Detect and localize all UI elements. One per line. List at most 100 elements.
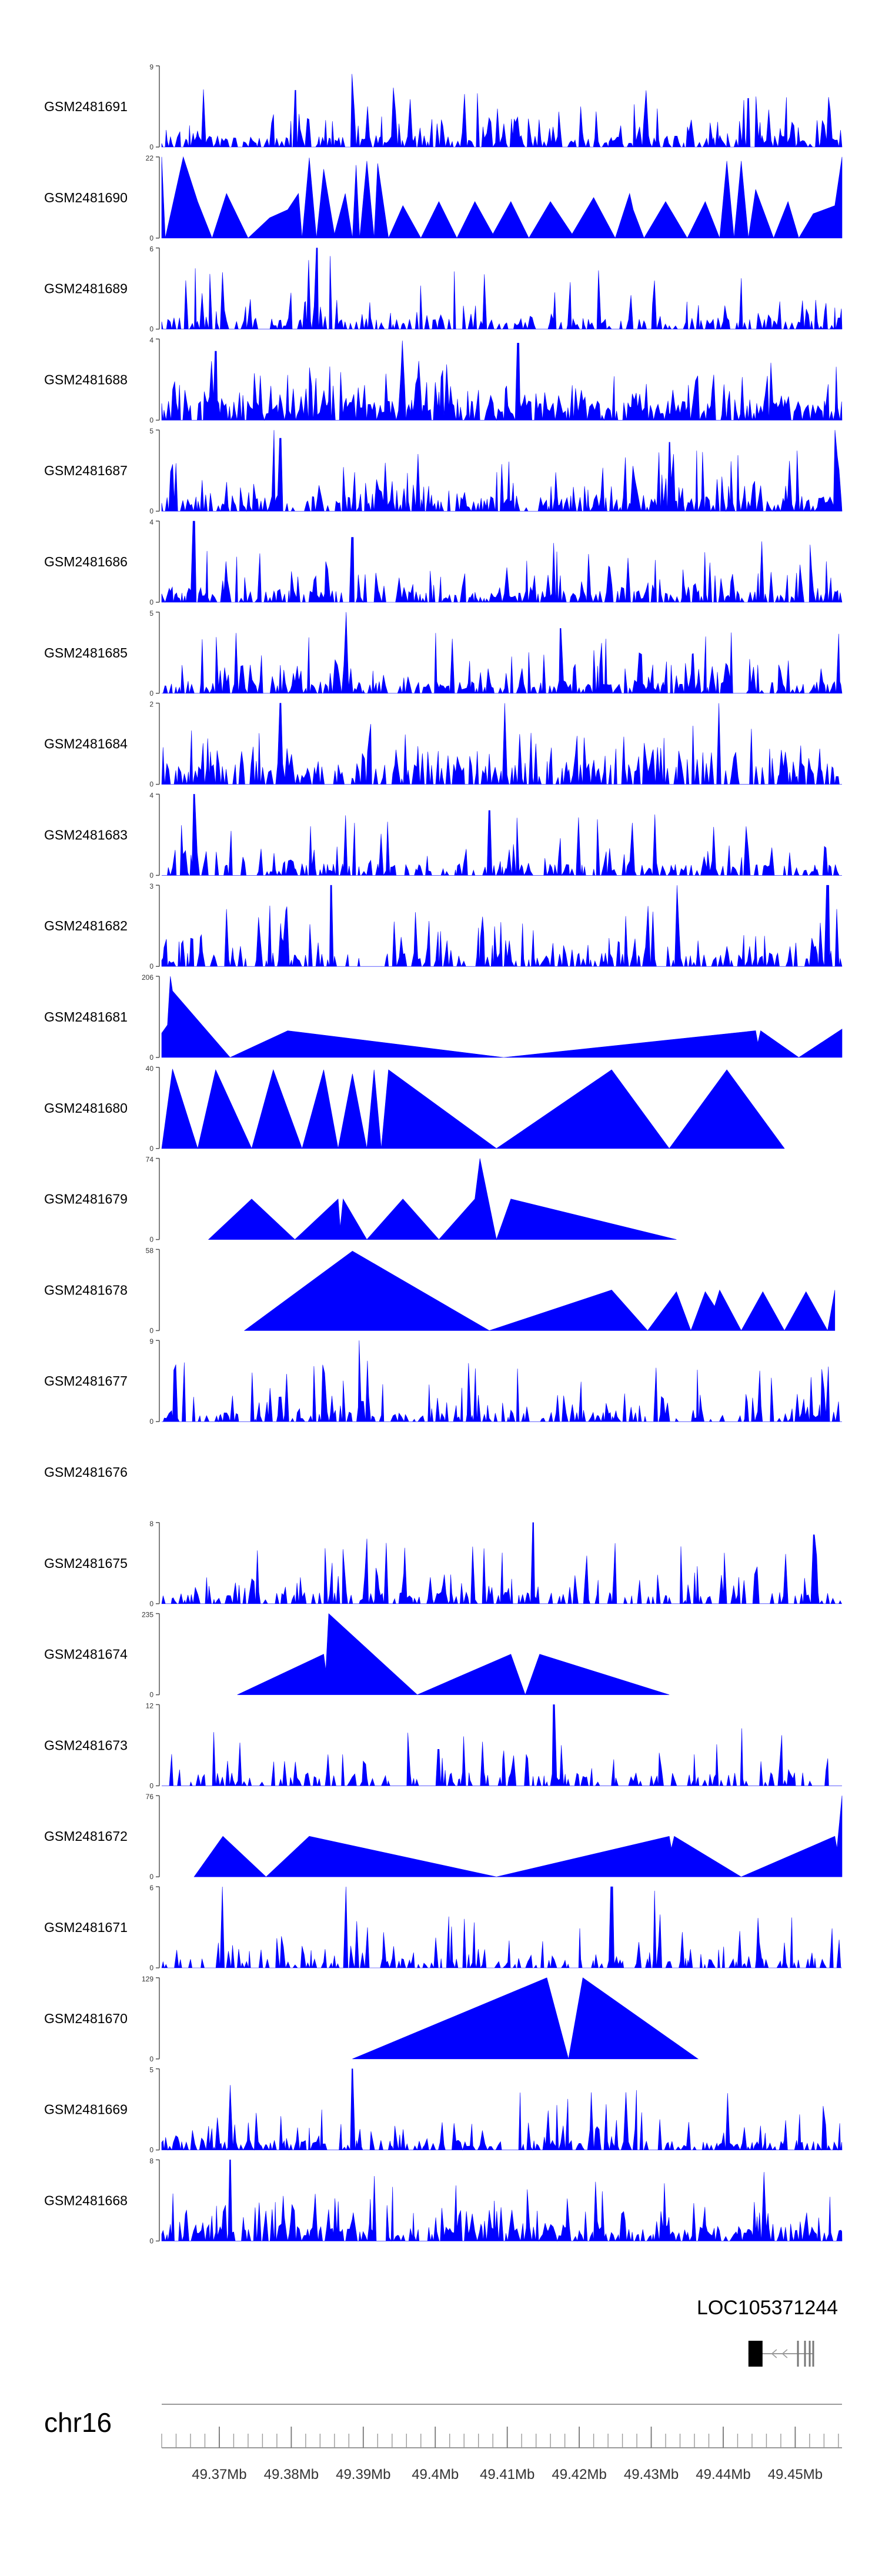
y-max-label: 58 — [146, 1246, 154, 1254]
track-label: GSM2481678 — [44, 1282, 128, 1297]
track-label: GSM2481669 — [44, 2102, 128, 2117]
y-min-label: 0 — [149, 1326, 153, 1334]
track-label: GSM2481675 — [44, 1556, 128, 1571]
y-max-label: 4 — [149, 336, 153, 344]
x-tick-label: 49.39Mb — [336, 2467, 390, 2482]
coverage-area — [161, 520, 843, 603]
gene-exon — [748, 2341, 763, 2367]
track-gsm2481689: GSM2481689 6 0 — [44, 245, 843, 333]
track-label: GSM2481687 — [44, 463, 128, 478]
y-max-label: 5 — [149, 609, 153, 618]
y-max-label: 9 — [149, 63, 153, 71]
coverage-area — [161, 885, 843, 967]
track-label: GSM2481673 — [44, 1737, 128, 1753]
coverage-area — [162, 1340, 842, 1423]
track-gsm2481680: GSM2481680 40 0 — [44, 1065, 785, 1153]
y-max-label: 2 — [149, 700, 153, 709]
coverage-area — [161, 2068, 843, 2151]
gene-exon — [812, 2341, 814, 2367]
coverage-area — [237, 1613, 670, 1696]
y-min-label: 0 — [149, 1600, 153, 1608]
y-max-label: 9 — [149, 1337, 153, 1346]
y-min-label: 0 — [149, 1417, 153, 1426]
track-label: GSM2481682 — [44, 918, 128, 933]
track-label: GSM2481680 — [44, 1100, 128, 1116]
track-gsm2481669: GSM2481669 5 0 — [44, 2066, 843, 2154]
y-min-label: 0 — [149, 1236, 153, 1244]
track-gsm2481672: GSM2481672 76 0 — [44, 1793, 843, 1881]
track-gsm2481683: GSM2481683 4 0 — [44, 791, 842, 879]
gene-label: LOC105371244 — [697, 2297, 838, 2319]
track-label: GSM2481689 — [44, 281, 128, 296]
track-gsm2481690: GSM2481690 22 0 — [44, 154, 843, 242]
y-min-label: 0 — [149, 1781, 153, 1790]
track-gsm2481671: GSM2481671 6 0 — [44, 1884, 842, 1972]
y-max-label: 8 — [149, 2157, 153, 2165]
coverage-area — [162, 612, 843, 694]
y-min-label: 0 — [149, 780, 153, 789]
y-min-label: 0 — [149, 1964, 153, 1972]
track-label: GSM2481676 — [44, 1464, 128, 1480]
y-min-label: 0 — [149, 2146, 153, 2154]
track-label: GSM2481688 — [44, 372, 128, 387]
track-gsm2481673: GSM2481673 12 0 — [44, 1701, 842, 1790]
strand-arrow — [781, 2349, 788, 2358]
y-max-label: 12 — [146, 1701, 154, 1710]
track-gsm2481675: GSM2481675 8 0 — [44, 1520, 842, 1608]
y-min-label: 0 — [149, 2055, 153, 2063]
track-label: GSM2481691 — [44, 99, 128, 114]
y-min-label: 0 — [149, 1691, 153, 1699]
y-min-label: 0 — [149, 507, 153, 515]
track-label: GSM2481674 — [44, 1647, 128, 1662]
coverage-area — [161, 976, 843, 1058]
coverage-area — [352, 1977, 699, 2060]
coverage-area — [161, 703, 842, 785]
track-gsm2481691: GSM2481691 9 0 — [44, 63, 843, 151]
y-max-label: 129 — [142, 1975, 153, 1983]
y-max-label: 40 — [146, 1065, 154, 1073]
y-min-label: 0 — [149, 1873, 153, 1881]
track-label: GSM2481670 — [44, 2011, 128, 2026]
track-label: GSM2481684 — [44, 736, 128, 752]
gene-exon — [797, 2341, 799, 2367]
data-tracks: GSM248169190GSM2481690220GSM248168960GSM… — [44, 63, 843, 2245]
x-tick-label: 49.38Mb — [264, 2467, 319, 2482]
y-max-label: 3 — [149, 882, 153, 890]
coverage-area — [161, 430, 843, 512]
y-max-label: 74 — [146, 1156, 154, 1164]
y-max-label: 6 — [149, 245, 153, 253]
track-gsm2481676: GSM2481676 — [44, 1464, 128, 1480]
y-max-label: 4 — [149, 518, 153, 526]
track-gsm2481687: GSM2481687 5 0 — [44, 427, 843, 515]
track-gsm2481679: GSM2481679 74 0 — [44, 1156, 677, 1244]
y-min-label: 0 — [149, 962, 153, 970]
coverage-area — [243, 1250, 836, 1332]
track-gsm2481684: GSM2481684 2 0 — [44, 700, 842, 789]
x-tick-label: 49.45Mb — [768, 2467, 823, 2482]
track-label: GSM2481668 — [44, 2193, 128, 2208]
x-tick-label: 49.43Mb — [624, 2467, 679, 2482]
strand-arrow — [771, 2349, 777, 2358]
y-max-label: 6 — [149, 1884, 153, 1892]
coverage-area — [161, 1522, 842, 1604]
y-max-label: 5 — [149, 427, 153, 435]
x-tick-label: 49.37Mb — [192, 2467, 246, 2482]
y-min-label: 0 — [149, 871, 153, 879]
track-gsm2481685: GSM2481685 5 0 — [44, 609, 843, 698]
y-min-label: 0 — [149, 2237, 153, 2245]
x-tick-label: 49.41Mb — [480, 2467, 534, 2482]
coverage-area — [161, 156, 843, 239]
y-max-label: 8 — [149, 1520, 153, 1528]
y-min-label: 0 — [149, 598, 153, 606]
coverage-area — [161, 2160, 843, 2242]
track-gsm2481681: GSM2481681 206 0 — [44, 973, 843, 1062]
track-label: GSM2481685 — [44, 645, 128, 660]
track-gsm2481678: GSM2481678 58 0 — [44, 1246, 836, 1334]
y-max-label: 22 — [146, 154, 154, 162]
y-min-label: 0 — [149, 1144, 153, 1153]
x-tick-label: 49.4Mb — [412, 2467, 459, 2482]
track-gsm2481682: GSM2481682 3 0 — [44, 882, 843, 970]
genome-axis: chr16 49.37Mb 49.38Mb 49.39Mb 49.4Mb 49.41Mb… — [44, 2404, 842, 2482]
x-tick-label: 49.42Mb — [552, 2467, 606, 2482]
